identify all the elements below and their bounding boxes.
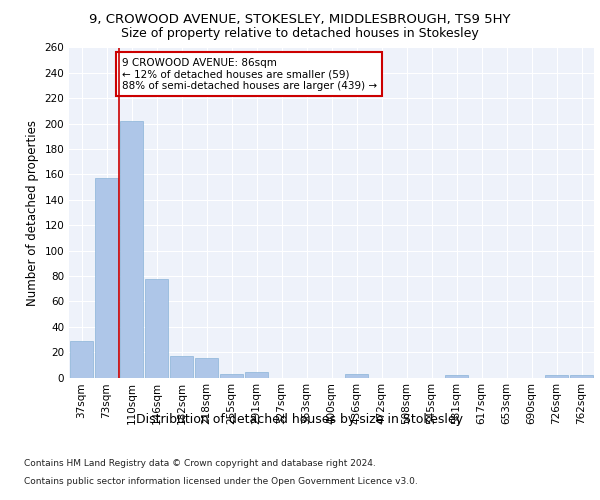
Text: Contains public sector information licensed under the Open Government Licence v3: Contains public sector information licen… bbox=[24, 477, 418, 486]
Text: Size of property relative to detached houses in Stokesley: Size of property relative to detached ho… bbox=[121, 28, 479, 40]
Text: 9 CROWOOD AVENUE: 86sqm
← 12% of detached houses are smaller (59)
88% of semi-de: 9 CROWOOD AVENUE: 86sqm ← 12% of detache… bbox=[121, 58, 377, 91]
Y-axis label: Number of detached properties: Number of detached properties bbox=[26, 120, 39, 306]
Bar bbox=[70, 340, 93, 378]
Text: 9, CROWOOD AVENUE, STOKESLEY, MIDDLESBROUGH, TS9 5HY: 9, CROWOOD AVENUE, STOKESLEY, MIDDLESBRO… bbox=[89, 12, 511, 26]
Bar bbox=[445, 375, 468, 378]
Bar bbox=[220, 374, 243, 378]
Bar bbox=[245, 372, 268, 378]
Bar bbox=[545, 375, 568, 378]
Bar bbox=[195, 358, 218, 378]
Bar bbox=[120, 121, 143, 378]
Bar bbox=[170, 356, 193, 378]
Bar bbox=[95, 178, 118, 378]
Bar bbox=[570, 375, 593, 378]
Bar bbox=[345, 374, 368, 378]
Text: Distribution of detached houses by size in Stokesley: Distribution of detached houses by size … bbox=[137, 412, 464, 426]
Text: Contains HM Land Registry data © Crown copyright and database right 2024.: Contains HM Land Registry data © Crown c… bbox=[24, 458, 376, 468]
Bar bbox=[145, 278, 168, 378]
